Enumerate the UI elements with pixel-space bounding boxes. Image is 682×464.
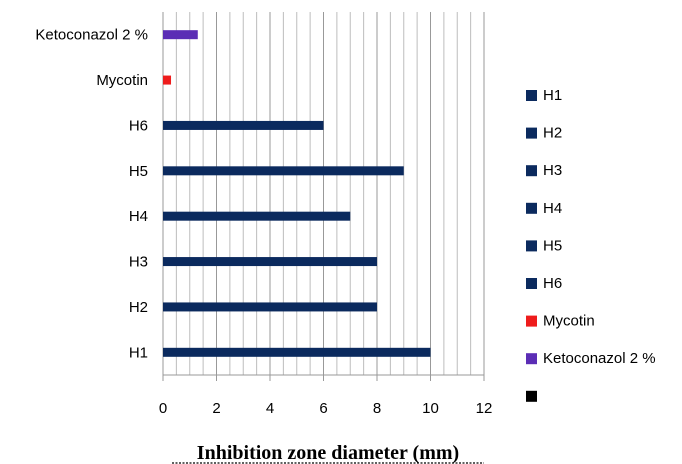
legend-label: H5: [543, 237, 562, 254]
bars: [163, 30, 431, 357]
bar-mycotin: [163, 75, 172, 85]
legend-label: Mycotin: [543, 313, 595, 330]
category-label: H4: [129, 208, 148, 225]
legend-label: Ketoconazol 2 %: [543, 350, 656, 367]
x-tick-label: 8: [373, 400, 381, 417]
legend-swatch: [526, 90, 537, 101]
legend-swatch: [526, 353, 537, 365]
legend-label: H2: [543, 125, 562, 142]
bar-h6: [163, 120, 324, 130]
legend-label: H3: [543, 162, 562, 179]
category-label: Mycotin: [96, 72, 148, 89]
category-label: H6: [129, 117, 148, 134]
bar-h2: [163, 302, 377, 312]
category-label: H3: [129, 254, 148, 271]
category-label: H5: [129, 163, 148, 180]
category-label: H1: [129, 344, 148, 361]
x-tick-label: 0: [159, 400, 167, 417]
x-tick-label: 10: [422, 400, 439, 417]
legend-label: H1: [543, 87, 562, 104]
x-tick-labels: 0 2 4 6 8 10 12: [159, 400, 493, 417]
legend-swatch: [526, 240, 537, 252]
legend-swatch: [526, 390, 537, 402]
grid-lines: [162, 12, 485, 381]
x-tick-label: 2: [212, 400, 220, 417]
category-labels: H1 H2 H3 H4 H5 H6 Mycotin Ketoconazol 2 %: [35, 27, 148, 362]
bar-h1: [163, 347, 431, 357]
x-tick-label: 6: [319, 400, 327, 417]
x-tick-label: 4: [266, 400, 274, 417]
bar-ketoconazol-2: [163, 30, 198, 40]
legend-label: H6: [543, 275, 562, 292]
x-tick-label: 12: [476, 400, 493, 417]
category-label: Ketoconazol 2 %: [35, 27, 148, 44]
legend-swatch: [526, 127, 537, 139]
bar-h5: [163, 166, 404, 176]
bar-h4: [163, 211, 351, 221]
legend-swatch: [526, 165, 537, 177]
category-label: H2: [129, 299, 148, 316]
bar-h3: [163, 257, 377, 267]
legend-swatch: [526, 278, 537, 289]
legend-label: H4: [543, 200, 562, 217]
x-axis-label: Inhibition zone diameter (mm): [197, 442, 459, 464]
legend-swatch: [526, 202, 537, 214]
legend-swatch: [526, 315, 537, 327]
legend: H1 H2 H3 H4 H5 H6 Mycotin Ketoconazol 2 %: [526, 87, 656, 402]
